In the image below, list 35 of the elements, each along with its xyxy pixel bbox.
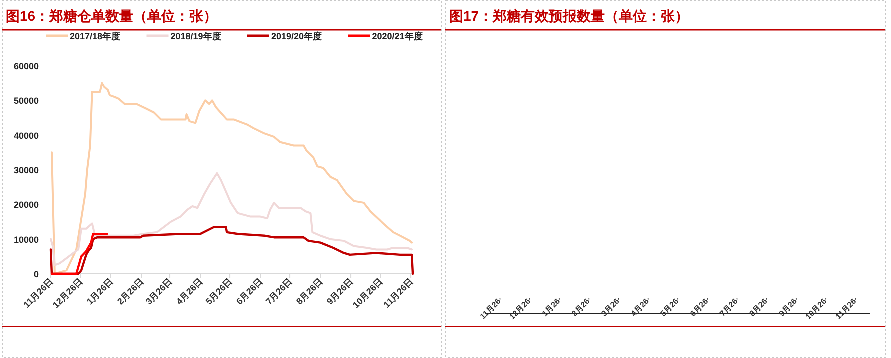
y-tick-label: 10000	[14, 234, 39, 245]
x-tick-label: 4月26日	[174, 276, 205, 307]
x-tick-label: 2月26日	[115, 276, 146, 307]
x-tick-label: 1月26日	[84, 276, 116, 307]
x-tick-label: 5月26日	[204, 276, 234, 307]
category-label: 10月26·	[804, 295, 830, 322]
x-tick-label: 6月26日	[234, 276, 265, 307]
legend-label: 2018/19年度	[170, 32, 222, 42]
category-label: 3月26·	[600, 295, 624, 318]
category-label: 9月26·	[778, 295, 801, 318]
x-tick-label: 3月26日	[144, 276, 174, 307]
legend-label: 2019/20年度	[272, 32, 322, 42]
text: 图17：郑糖有效预报数量（单位：张）	[450, 8, 690, 24]
category-label: 12月26·	[508, 295, 534, 322]
y-tick-label: 30000	[14, 166, 39, 176]
category-label: 7月26·	[718, 295, 742, 318]
y-tick-label: 0	[34, 270, 39, 280]
x-tick-label: 7月26日	[264, 276, 294, 307]
category-label: 8月26·	[748, 295, 772, 318]
x-tick-label: 11月26日	[382, 276, 416, 310]
category-label: 11月26·	[478, 295, 505, 322]
category-label: 11月26·	[834, 295, 860, 322]
y-tick-label: 40000	[14, 130, 39, 141]
category-label: 1月26·	[540, 295, 564, 318]
legend-label: 2020/21年度	[372, 32, 423, 42]
category-label: 6月26·	[688, 295, 712, 318]
category-label: 2月26·	[570, 295, 594, 318]
legend-label: 2017/18年度	[70, 32, 121, 42]
y-tick-label: 50000	[14, 96, 39, 106]
x-tick-label: 8月26日	[294, 276, 325, 307]
chart-title: 图16：郑糖仓单数量（单位：张）	[6, 8, 218, 24]
y-tick-label: 20000	[14, 200, 39, 210]
category-label: 5月26·	[659, 295, 682, 318]
y-tick-label: 60000	[14, 62, 39, 72]
category-label: 4月26·	[629, 295, 653, 318]
